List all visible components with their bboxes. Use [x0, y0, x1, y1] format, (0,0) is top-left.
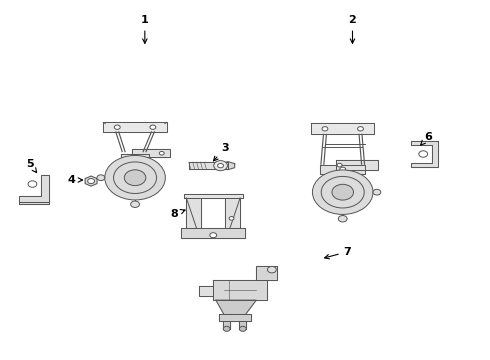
Polygon shape [186, 198, 201, 228]
Circle shape [105, 156, 165, 200]
Polygon shape [221, 162, 235, 170]
Circle shape [159, 152, 164, 155]
Text: 8: 8 [171, 209, 185, 219]
Polygon shape [256, 266, 277, 280]
Polygon shape [19, 175, 49, 202]
Polygon shape [213, 280, 267, 300]
Circle shape [340, 167, 345, 171]
Circle shape [132, 156, 138, 160]
Text: 5: 5 [26, 159, 37, 172]
Polygon shape [189, 162, 228, 169]
Circle shape [240, 326, 246, 331]
Circle shape [214, 161, 227, 171]
Circle shape [358, 127, 364, 131]
Text: 7: 7 [324, 247, 351, 259]
Circle shape [313, 170, 373, 215]
Circle shape [338, 216, 347, 222]
Circle shape [124, 170, 146, 186]
Polygon shape [103, 122, 167, 132]
Polygon shape [184, 194, 243, 198]
Polygon shape [85, 176, 97, 186]
Polygon shape [311, 123, 374, 134]
Polygon shape [19, 202, 49, 204]
Circle shape [332, 184, 353, 200]
Polygon shape [223, 321, 230, 329]
Polygon shape [225, 198, 240, 228]
Circle shape [373, 189, 381, 195]
Polygon shape [132, 149, 170, 157]
Circle shape [337, 163, 342, 167]
Polygon shape [336, 161, 378, 170]
Circle shape [322, 127, 328, 131]
Circle shape [268, 266, 276, 273]
Circle shape [28, 181, 37, 187]
Polygon shape [216, 300, 256, 315]
Polygon shape [198, 286, 213, 296]
Polygon shape [219, 315, 251, 321]
Polygon shape [181, 228, 245, 238]
Circle shape [131, 201, 140, 207]
Circle shape [88, 179, 95, 184]
Text: 2: 2 [348, 15, 356, 43]
Circle shape [223, 326, 230, 331]
Circle shape [229, 217, 234, 220]
Circle shape [97, 175, 105, 181]
Polygon shape [320, 165, 365, 174]
Circle shape [419, 151, 428, 157]
Text: 3: 3 [214, 143, 229, 161]
Circle shape [150, 125, 156, 129]
Polygon shape [411, 140, 438, 167]
Circle shape [218, 163, 223, 168]
Text: 4: 4 [68, 175, 82, 185]
Circle shape [114, 125, 120, 129]
Text: 6: 6 [421, 132, 432, 145]
Circle shape [210, 233, 217, 238]
Polygon shape [240, 321, 246, 329]
Text: 1: 1 [141, 15, 148, 43]
Polygon shape [121, 154, 149, 162]
